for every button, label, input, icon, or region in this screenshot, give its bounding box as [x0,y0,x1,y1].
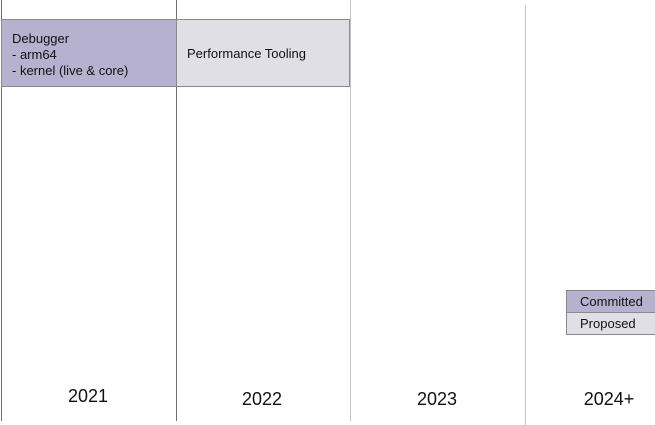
card-debugger-title: Debugger [12,31,70,46]
year-label-2021: 2021 [67,386,109,406]
column-divider-2021-2022 [176,0,177,421]
card-debugger-item-kernel: - kernel (live & core) [12,63,129,78]
card-performance-title: Performance Tooling [187,46,306,61]
card-debugger-item-arm64: - arm64 [12,47,57,62]
legend-committed-label: Committed [580,294,643,309]
legend-committed: Committed [566,290,655,313]
year-label-2024-plus: 2024+ [583,389,635,409]
card-debugger: Debugger - arm64 - kernel (live & core) [1,19,177,87]
legend-proposed-label: Proposed [580,316,636,331]
legend-proposed: Proposed [566,312,655,335]
column-divider-2022-2023 [350,0,351,421]
year-label-2022: 2022 [241,389,283,409]
column-divider-2023-2024 [525,5,526,425]
column-divider-left [1,0,2,421]
year-label-2023: 2023 [416,389,458,409]
card-performance-tooling: Performance Tooling [176,19,350,87]
